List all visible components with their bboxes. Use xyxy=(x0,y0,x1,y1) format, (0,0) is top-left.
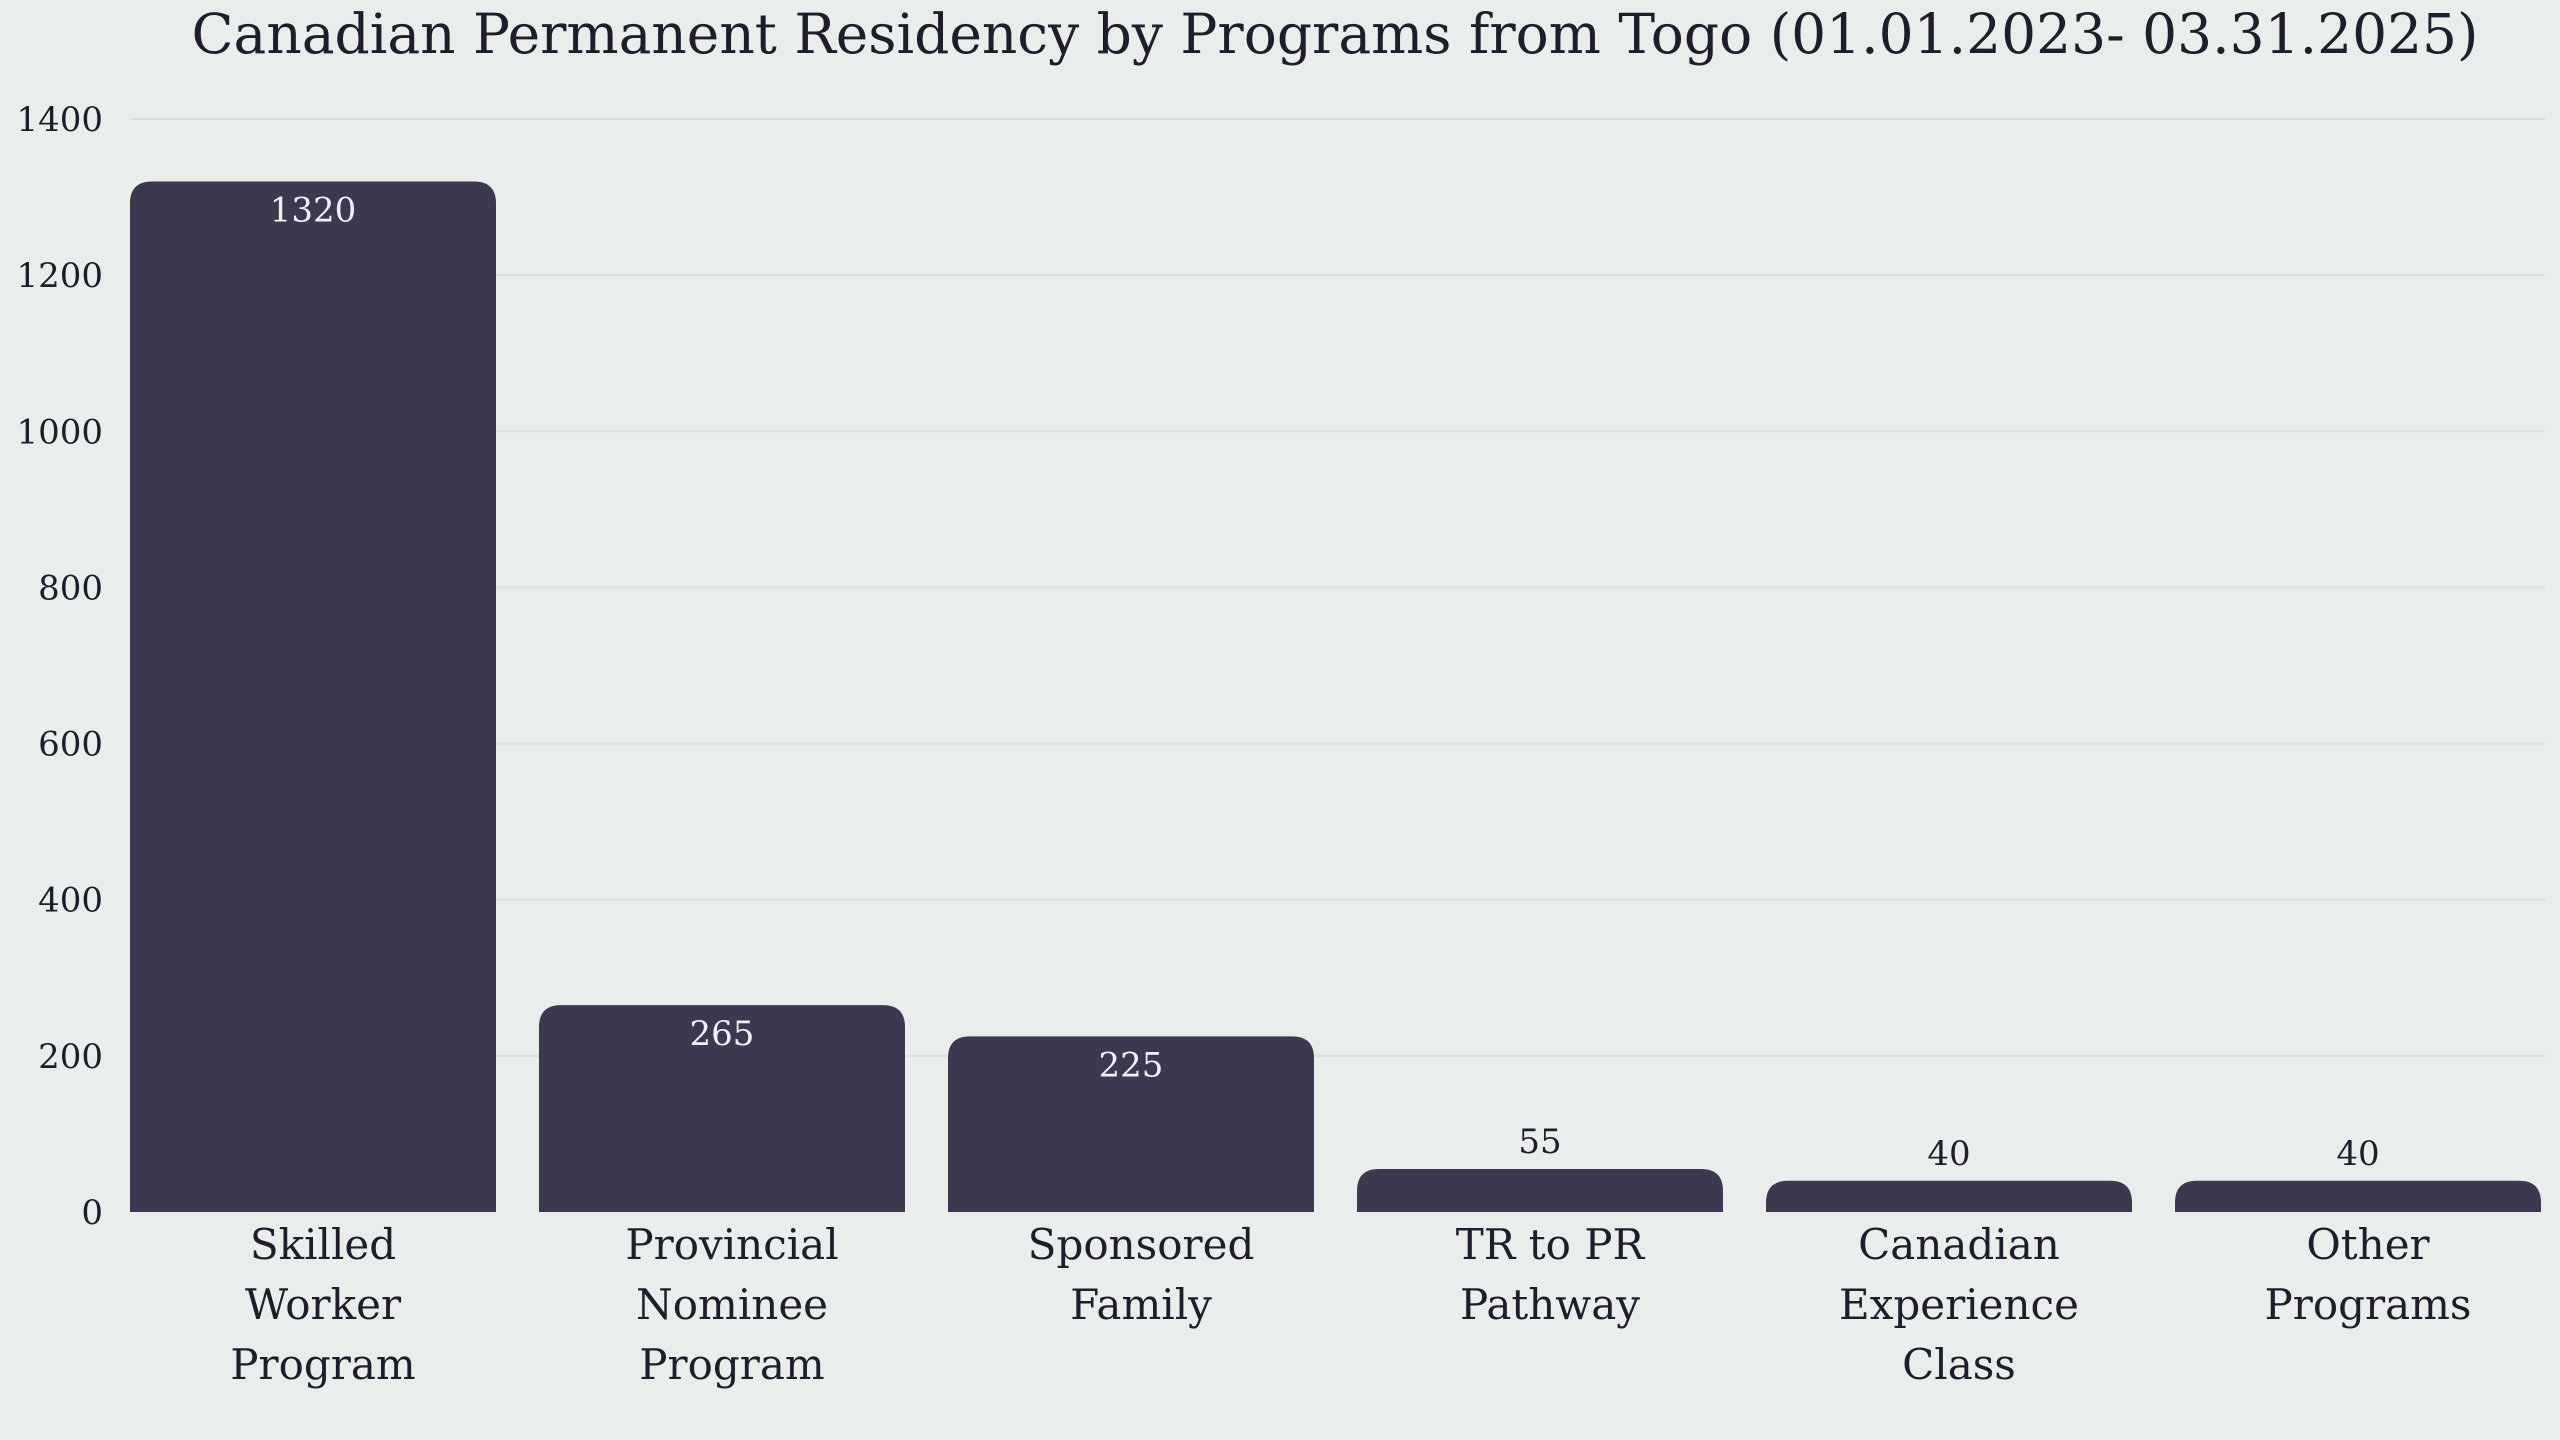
x-tick-label-line: Nominee xyxy=(636,1280,828,1329)
x-tick-label: Sponsored Family xyxy=(1028,1220,1255,1329)
bar xyxy=(1766,1180,2132,1212)
x-tick-label: Skilled Worker Program xyxy=(230,1220,415,1389)
y-tick-label: 200 xyxy=(38,1037,103,1077)
y-tick-label: 1000 xyxy=(16,412,103,452)
bars xyxy=(130,181,2541,1212)
y-tick-label: 1200 xyxy=(16,256,103,296)
data-label: 40 xyxy=(1927,1134,1970,1174)
x-tick-label-line: Skilled xyxy=(250,1220,396,1269)
y-tick-label: 800 xyxy=(38,568,103,608)
data-labels: 1320 265 225 55 40 40 xyxy=(270,190,2380,1173)
bar xyxy=(130,181,496,1212)
x-tick-label-line: Program xyxy=(639,1340,824,1389)
y-axis-ticks: 0 200 400 600 800 1000 1200 1400 xyxy=(16,100,103,1233)
y-tick-label: 1400 xyxy=(16,100,103,140)
bar xyxy=(1357,1169,1723,1212)
x-tick-label-line: Canadian xyxy=(1858,1220,2060,1269)
bar xyxy=(2175,1180,2541,1212)
y-tick-label: 400 xyxy=(38,881,103,921)
data-label: 225 xyxy=(1099,1045,1164,1085)
x-tick-label: Canadian Experience Class xyxy=(1839,1220,2079,1389)
x-tick-label-line: Worker xyxy=(245,1280,402,1329)
bar xyxy=(539,1005,905,1212)
x-tick-label-line: Other xyxy=(2306,1220,2430,1269)
y-tick-label: 600 xyxy=(38,725,103,765)
y-tick-label: 0 xyxy=(81,1193,103,1233)
x-tick-label-line: Experience xyxy=(1839,1280,2079,1329)
x-tick-label-line: Provincial xyxy=(625,1220,838,1269)
x-tick-label: Provincial Nominee Program xyxy=(625,1220,838,1389)
data-label: 1320 xyxy=(270,190,357,230)
x-tick-label-line: Programs xyxy=(2264,1280,2471,1329)
x-tick-label: TR to PR Pathway xyxy=(1456,1220,1646,1329)
x-tick-label-line: Class xyxy=(1902,1340,2016,1389)
chart-title: Canadian Permanent Residency by Programs… xyxy=(191,2,2478,66)
x-tick-label-line: Sponsored xyxy=(1028,1220,1255,1269)
data-label: 265 xyxy=(690,1014,755,1054)
x-tick-label-line: Program xyxy=(230,1340,415,1389)
x-tick-label-line: Family xyxy=(1070,1280,1212,1329)
x-tick-label-line: Pathway xyxy=(1460,1280,1640,1329)
x-tick-label-line: TR to PR xyxy=(1456,1220,1646,1269)
data-label: 40 xyxy=(2336,1134,2379,1174)
bar xyxy=(948,1036,1314,1212)
data-label: 55 xyxy=(1518,1122,1561,1162)
x-tick-label: Other Programs xyxy=(2264,1220,2471,1329)
grid-lines xyxy=(130,118,2545,1057)
